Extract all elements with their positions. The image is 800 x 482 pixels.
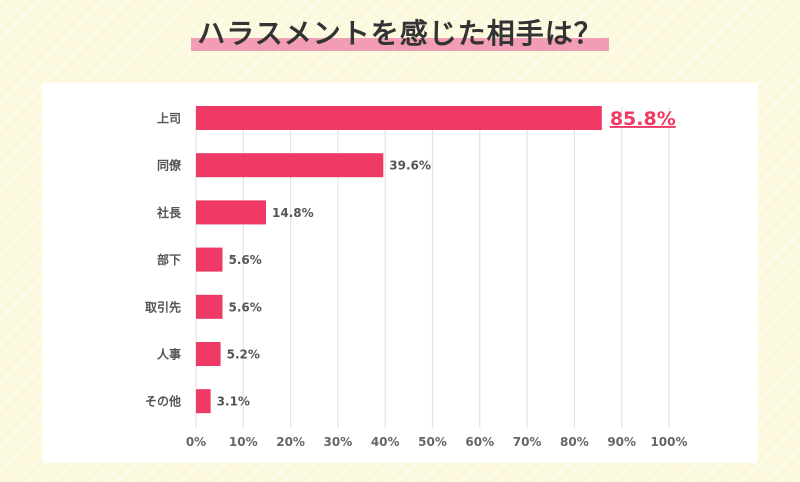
data-label: 5.6%: [228, 253, 261, 267]
bar: [196, 342, 221, 366]
x-tick-label: 90%: [607, 435, 636, 449]
category-label: 人事: [157, 347, 181, 362]
data-label: 3.1%: [217, 395, 250, 409]
data-label: 14.8%: [272, 206, 314, 220]
x-tick-label: 10%: [229, 435, 258, 449]
data-label: 39.6%: [389, 159, 431, 173]
bar: [196, 247, 223, 272]
x-tick-label: 20%: [276, 435, 305, 449]
category-label: その他: [145, 394, 181, 409]
x-tick-label: 40%: [371, 435, 400, 449]
category-label: 上司: [157, 111, 181, 126]
x-tick-label: 30%: [324, 435, 353, 449]
data-label: 5.6%: [228, 300, 261, 314]
data-label: 85.8%: [610, 108, 676, 130]
bar: [196, 200, 267, 225]
chart-panel: [42, 83, 758, 463]
title-highlight: [191, 38, 609, 51]
category-label: 社長: [156, 205, 182, 220]
data-label: 5.2%: [227, 348, 260, 362]
category-label: 同僚: [157, 158, 182, 173]
x-tick-label: 80%: [560, 435, 589, 449]
x-tick-label: 50%: [418, 435, 447, 449]
chart-title: ハラスメントを感じた相手は？: [191, 12, 609, 52]
x-tick-label: 60%: [465, 435, 494, 449]
x-tick-label: 70%: [513, 435, 542, 449]
title-container: ハラスメントを感じた相手は？: [0, 12, 800, 52]
bar: [196, 106, 602, 130]
category-label: 取引先: [145, 299, 181, 314]
x-tick-label: 0%: [186, 435, 206, 449]
x-tick-label: 100%: [650, 435, 687, 449]
bar: [196, 294, 223, 319]
bar: [196, 153, 384, 178]
bar: [196, 389, 211, 414]
category-label: 部下: [157, 252, 181, 267]
